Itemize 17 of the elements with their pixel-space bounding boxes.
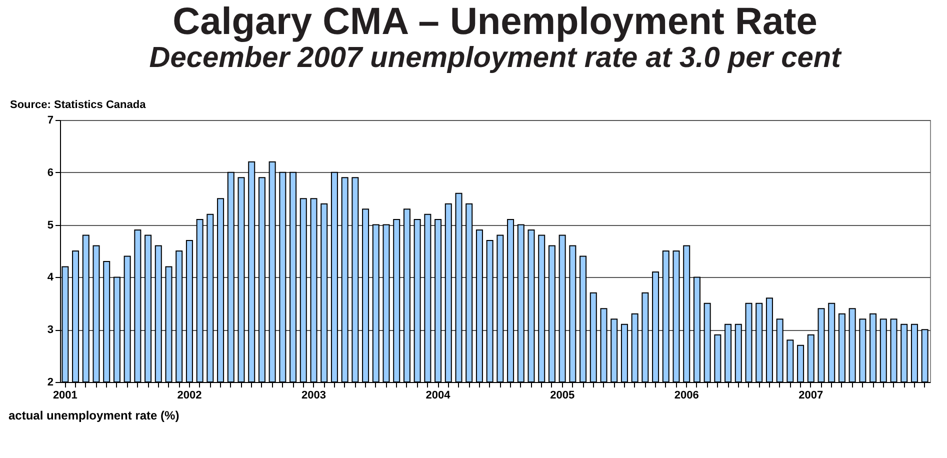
x-tick-label: 2005 <box>550 390 575 402</box>
chart-subtitle: December 2007 unemployment rate at 3.0 per cent <box>149 42 842 74</box>
x-tick-label: 2003 <box>302 390 326 402</box>
x-tick-label: 2001 <box>52 390 78 402</box>
y-tick-label: 4 <box>47 272 54 284</box>
y-tick-label: 3 <box>47 324 54 336</box>
source-note: Source: Statistics Canada <box>10 99 147 111</box>
x-axis-title: actual unemployment rate (%) <box>8 408 180 422</box>
y-tick-label: 6 <box>47 166 54 179</box>
y-tick-label: 7 <box>47 114 54 126</box>
x-tick-label: 2002 <box>177 390 202 402</box>
chart-title: Calgary CMA – Unemployment Rate <box>172 1 818 43</box>
x-tick-label: 2004 <box>426 390 452 402</box>
x-tick-label: 2006 <box>674 390 699 402</box>
y-tick-label: 5 <box>47 219 54 232</box>
x-tick-label: 2007 <box>798 390 824 402</box>
y-tick-label: 2 <box>47 376 54 388</box>
